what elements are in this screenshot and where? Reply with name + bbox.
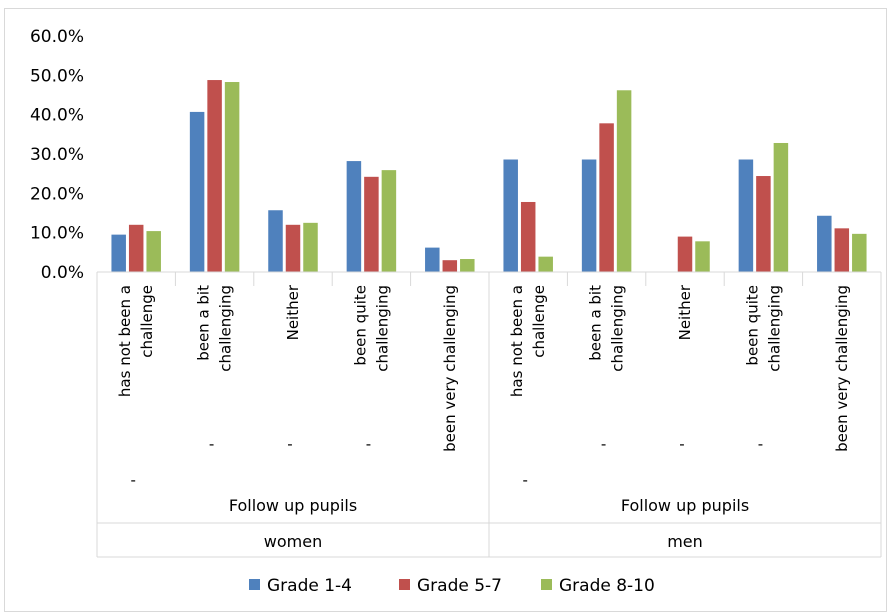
bar <box>852 233 867 272</box>
y-tick-label: 20.0% <box>30 184 84 204</box>
y-tick-label: 50.0% <box>30 66 84 86</box>
category-label: been very challenging <box>441 285 459 452</box>
bar <box>111 234 126 272</box>
bar <box>460 259 475 272</box>
y-tick-label: 10.0% <box>30 224 84 244</box>
dash-label: - <box>522 471 527 489</box>
dash-label: - <box>679 435 684 453</box>
legend-label: Grade 8-10 <box>559 576 655 596</box>
category-label: challenging <box>373 285 391 372</box>
category-label: been quite <box>351 285 369 366</box>
bar <box>425 247 440 272</box>
bar <box>695 241 710 272</box>
legend-swatch <box>541 579 552 590</box>
bar <box>224 82 240 273</box>
bar <box>616 90 632 272</box>
category-label: challenging <box>217 285 235 372</box>
dash-label: - <box>209 435 214 453</box>
category-label: has not been a <box>508 285 526 397</box>
grouped-bar-chart: 0.0% 10.0% 20.0% 30.0% 40.0% 50.0% 60.0% has no… <box>30 27 882 596</box>
category-label: challenge <box>138 285 156 358</box>
bar <box>677 236 693 272</box>
bar <box>599 123 614 272</box>
dash-label: - <box>366 435 371 453</box>
bar <box>738 159 754 272</box>
bar <box>303 222 318 272</box>
bar <box>128 224 144 272</box>
category-label: been quite <box>743 285 761 366</box>
legend-swatch <box>249 579 260 590</box>
bar <box>346 161 362 272</box>
y-tick-label: 0.0% <box>41 263 84 283</box>
category-label: challenge <box>530 285 548 358</box>
group-label: Follow up pupils <box>229 496 357 515</box>
legend-swatch <box>399 579 410 590</box>
bar <box>503 159 518 272</box>
category-label: Neither <box>284 284 302 340</box>
legend-label: Grade 5-7 <box>417 576 502 596</box>
dash-label: - <box>758 435 763 453</box>
category-label: challenging <box>765 285 783 372</box>
y-tick-label: 60.0% <box>30 27 84 47</box>
chart-frame: 0.0% 10.0% 20.0% 30.0% 40.0% 50.0% 60.0% has no… <box>4 8 887 612</box>
bar <box>381 170 397 272</box>
bar <box>285 224 301 272</box>
category-label: challenging <box>609 285 627 372</box>
category-label: been very challenging <box>833 285 851 452</box>
bar <box>834 228 850 272</box>
y-tick-label: 30.0% <box>30 145 84 165</box>
dash-label: - <box>601 435 606 453</box>
bar <box>756 176 771 272</box>
bar <box>207 80 222 272</box>
category-label: been a bit <box>587 285 605 361</box>
gender-label: women <box>264 532 322 551</box>
bar <box>268 210 283 272</box>
bar <box>364 176 379 272</box>
category-label: Neither <box>676 284 694 340</box>
bar <box>817 215 832 272</box>
group-label: Follow up pupils <box>621 496 749 515</box>
category-label: has not been a <box>116 285 134 397</box>
bar <box>520 201 536 272</box>
bar <box>538 256 553 272</box>
category-label: been a bit <box>195 285 213 361</box>
legend-label: Grade 1-4 <box>267 576 352 596</box>
dash-label: - <box>130 471 135 489</box>
bar <box>442 260 458 272</box>
bar <box>773 142 789 272</box>
y-tick-label: 40.0% <box>30 106 84 126</box>
bar <box>146 231 161 272</box>
bar <box>581 159 597 272</box>
dash-label: - <box>287 435 292 453</box>
bar <box>189 111 205 272</box>
gender-label: men <box>667 532 703 551</box>
